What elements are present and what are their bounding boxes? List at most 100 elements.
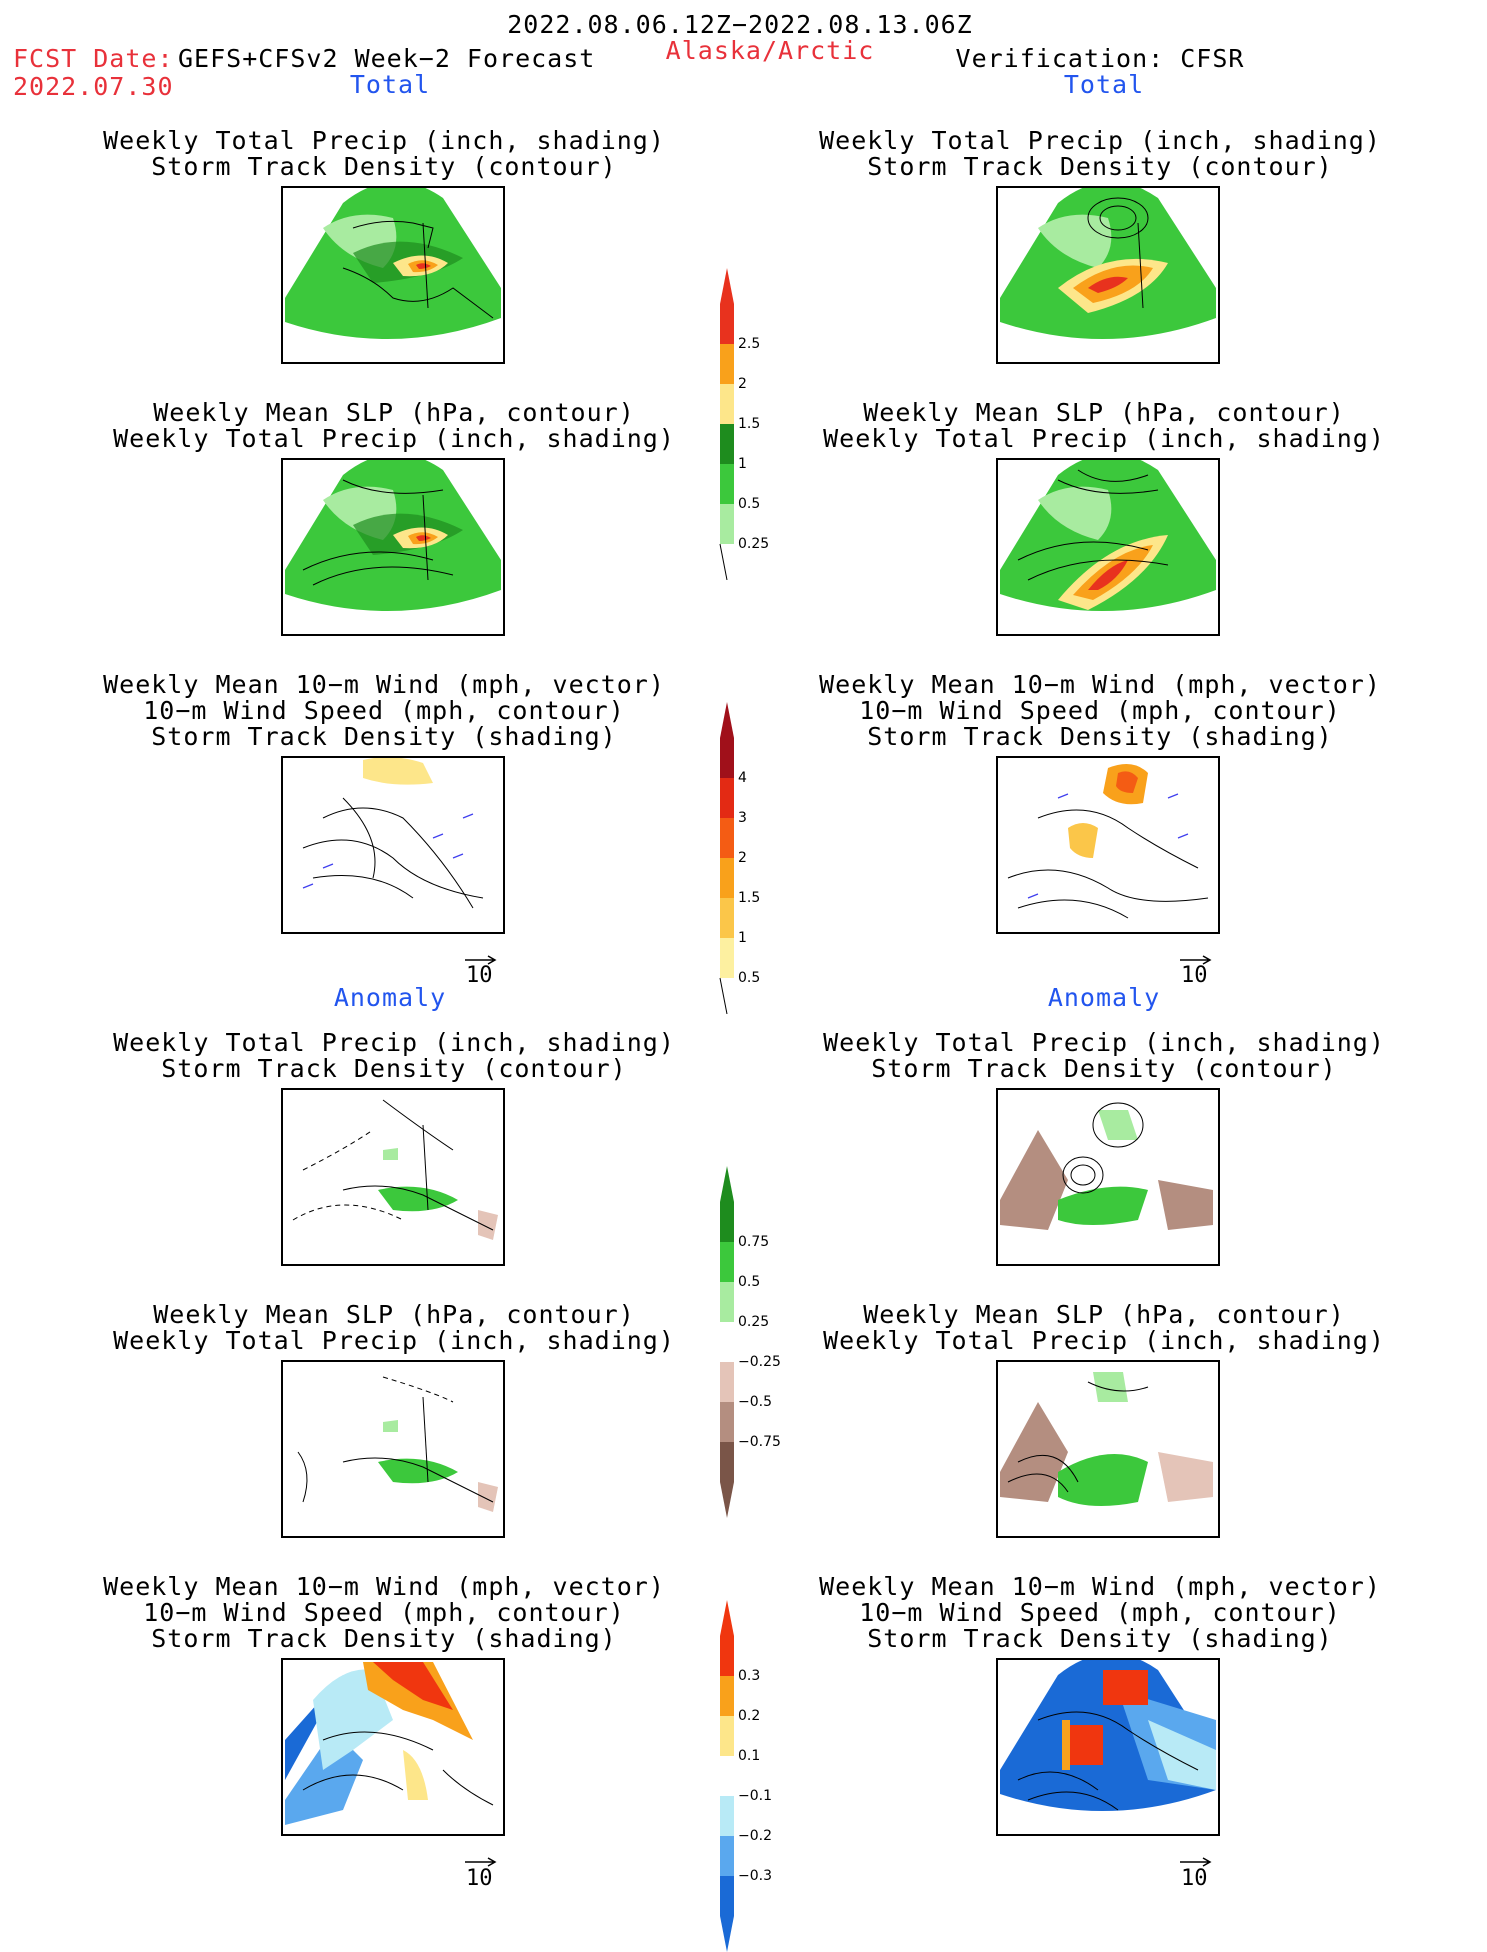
title-line: Weekly Total Precip (inch, shading) — [823, 1028, 1385, 1057]
reference-vector-label: 10 — [466, 963, 493, 988]
title-line: Storm Track Density (shading) — [151, 1624, 617, 1653]
title-line: Weekly Mean 10−m Wind (mph, vector) — [819, 670, 1381, 699]
colorbar-tick-label: 0.2 — [738, 1708, 761, 1724]
map-verif-anom-wind-track — [996, 1658, 1220, 1836]
colorbar-swatch — [720, 1242, 734, 1282]
colorbar-swatch — [720, 938, 734, 978]
colorbar-swatch — [720, 1876, 734, 1952]
colorbar-lower-tail — [719, 977, 728, 1014]
reference-vector-label: 10 — [1181, 1866, 1208, 1891]
region-name: Alaska/Arctic — [665, 36, 875, 65]
colorbar-tick-label: 1.5 — [738, 890, 761, 906]
colorbar-swatch — [720, 464, 734, 504]
colorbar-tick-label: −0.1 — [738, 1788, 772, 1804]
panel-title-fcst-precip-track: Weekly Total Precip (inch, shading) Stor… — [103, 128, 665, 180]
panel-title-verif-anom-slp-precip: Weekly Mean SLP (hPa, contour) Weekly To… — [823, 1302, 1385, 1354]
colorbar-tick-label: 0.25 — [738, 1314, 770, 1330]
map-verif-total-precip-track — [996, 186, 1220, 364]
title-line: Weekly Mean SLP (hPa, contour) — [153, 398, 635, 427]
title-line: Weekly Total Precip (inch, shading) — [103, 126, 665, 155]
title-line: Weekly Total Precip (inch, shading) — [819, 126, 1381, 155]
fcst-date-label: FCST Date: — [13, 44, 174, 73]
title-line: Storm Track Density (contour) — [867, 152, 1333, 181]
colorbar-tick-label: 2.5 — [738, 336, 761, 352]
colorbar-swatch — [720, 1282, 734, 1322]
colorbar-swatch — [720, 1836, 734, 1876]
colorbar-swatch — [720, 1600, 734, 1676]
title-line: 10−m Wind Speed (mph, contour) — [859, 1598, 1341, 1627]
reference-vector-arrow — [1179, 1857, 1219, 1867]
panel-title-verif-anom-precip-track: Weekly Total Precip (inch, shading) Stor… — [823, 1030, 1385, 1082]
fcst-date: 2022.07.30 — [13, 72, 174, 101]
colorbar-tick-label: 2 — [738, 376, 747, 392]
title-line: 10−m Wind Speed (mph, contour) — [143, 1598, 625, 1627]
colorbar-tick-label: 1 — [738, 930, 747, 946]
colorbar-track-anomaly: 0.3 0.2 0.1 −0.1 −0.2 −0.3 — [718, 1600, 828, 1952]
title-line: Storm Track Density (contour) — [161, 1054, 627, 1083]
map-fcst-anom-precip-track — [281, 1088, 505, 1266]
title-line: Weekly Mean 10−m Wind (mph, vector) — [819, 1572, 1381, 1601]
title-line: 10−m Wind Speed (mph, contour) — [143, 696, 625, 725]
title-line: Weekly Total Precip (inch, shading) — [113, 1326, 675, 1355]
colorbar-tick-label: −0.75 — [738, 1434, 781, 1450]
section-total-left: Total — [349, 70, 431, 99]
map-fcst-total-slp-precip — [281, 458, 505, 636]
colorbar-tick-label: 0.25 — [738, 536, 770, 552]
panel-title-fcst-wind-track: Weekly Mean 10−m Wind (mph, vector) 10−m… — [103, 672, 665, 750]
reference-vector-arrow — [464, 955, 504, 965]
section-anomaly-left: Anomaly — [333, 983, 447, 1012]
colorbar-swatch — [720, 424, 734, 464]
reference-vector-label: 10 — [1181, 963, 1208, 988]
colorbar-swatch — [720, 1756, 734, 1796]
title-line: Weekly Mean SLP (hPa, contour) — [863, 398, 1345, 427]
colorbar-tick-label: −0.2 — [738, 1828, 772, 1844]
reference-vector-arrow — [1179, 955, 1219, 965]
panel-title-fcst-slp-precip: Weekly Mean SLP (hPa, contour) Weekly To… — [113, 400, 675, 452]
colorbar-tick-label: 2 — [738, 850, 747, 866]
panel-title-verif-slp-precip: Weekly Mean SLP (hPa, contour) Weekly To… — [823, 400, 1385, 452]
title-line: Weekly Total Precip (inch, shading) — [823, 424, 1385, 453]
colorbar-tick-label: −0.5 — [738, 1394, 772, 1410]
title-line: Storm Track Density (contour) — [151, 152, 617, 181]
map-fcst-total-precip-track — [281, 186, 505, 364]
title-line: Weekly Mean 10−m Wind (mph, vector) — [103, 670, 665, 699]
title-line: Storm Track Density (contour) — [871, 1054, 1337, 1083]
title-line: Weekly Total Precip (inch, shading) — [113, 1028, 675, 1057]
title-line: Storm Track Density (shading) — [151, 722, 617, 751]
panel-title-verif-precip-track: Weekly Total Precip (inch, shading) Stor… — [819, 128, 1381, 180]
colorbar-tick-label: 1.5 — [738, 416, 761, 432]
colorbar-tick-label: 1 — [738, 456, 747, 472]
title-line: Storm Track Density (shading) — [867, 722, 1333, 751]
colorbar-swatch — [720, 1676, 734, 1716]
map-fcst-total-wind-track — [281, 756, 505, 934]
colorbar-precip-anomaly: 0.75 0.5 0.25 −0.25 −0.5 −0.75 — [718, 1166, 828, 1518]
map-fcst-anom-wind-track — [281, 1658, 505, 1836]
colorbar-tick-label: 3 — [738, 810, 747, 826]
reference-vector-label: 10 — [466, 1866, 493, 1891]
colorbar-swatch — [720, 898, 734, 938]
colorbar-swatch — [720, 268, 734, 344]
colorbar-swatch — [720, 344, 734, 384]
panel-title-verif-anom-wind-track: Weekly Mean 10−m Wind (mph, vector) 10−m… — [819, 1574, 1381, 1652]
title-line: Storm Track Density (shading) — [867, 1624, 1333, 1653]
colorbar-swatch — [720, 1166, 734, 1242]
colorbar-track-density: 4 3 2 1.5 1 0.5 — [718, 702, 828, 1014]
colorbar-swatch — [720, 778, 734, 818]
colorbar-swatch — [720, 504, 734, 544]
verification-label: Verification: CFSR — [955, 44, 1245, 73]
colorbar-tick-label: −0.3 — [738, 1868, 772, 1884]
colorbar-tick-label: 4 — [738, 770, 747, 786]
colorbar-tick-label: 0.1 — [738, 1748, 761, 1764]
colorbar-swatch — [720, 818, 734, 858]
map-verif-anom-slp-precip — [996, 1360, 1220, 1538]
title-line: Weekly Mean 10−m Wind (mph, vector) — [103, 1572, 665, 1601]
colorbar-swatch — [720, 1362, 734, 1402]
colorbar-swatch — [720, 1796, 734, 1836]
colorbar-tick-label: 0.5 — [738, 970, 761, 986]
panel-title-fcst-anom-wind-track: Weekly Mean 10−m Wind (mph, vector) 10−m… — [103, 1574, 665, 1652]
section-total-right: Total — [1063, 70, 1145, 99]
forecast-period: 2022.08.06.12Z−2022.08.13.06Z — [507, 10, 973, 39]
title-line: Weekly Total Precip (inch, shading) — [113, 424, 675, 453]
title-line: 10−m Wind Speed (mph, contour) — [859, 696, 1341, 725]
colorbar-tick-label: 0.3 — [738, 1668, 761, 1684]
